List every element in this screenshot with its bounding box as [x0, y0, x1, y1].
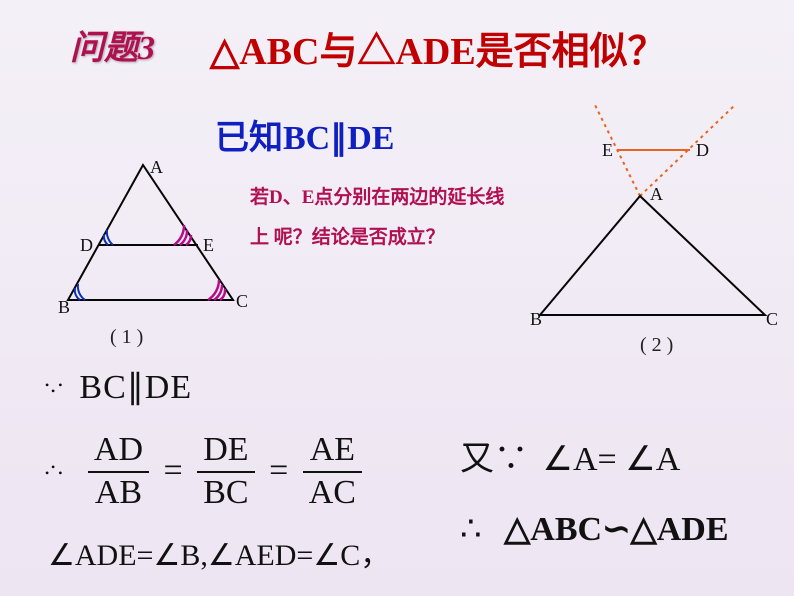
diagram-1: A D E B C: [58, 155, 248, 330]
given-text: 已知BC∥DE: [215, 110, 394, 159]
label-a2: A: [650, 184, 663, 204]
proof-conclusion: ∴ △ABC∽△ADE: [460, 510, 729, 551]
label-a: A: [150, 157, 163, 177]
problem-label: 问题3: [70, 20, 155, 69]
label-c: C: [236, 291, 248, 311]
label-d2: D: [696, 140, 709, 160]
label-c2: C: [766, 309, 778, 329]
triangle-abc: [68, 165, 233, 300]
num-ad: AD: [88, 430, 149, 473]
den-bc: BC: [197, 473, 254, 514]
angle-a-eq: ∠A= ∠A: [543, 441, 681, 478]
therefore-sym: ∴: [460, 511, 482, 548]
diagram-2-svg: A E D B C: [530, 100, 780, 330]
triangle-abc-2: [540, 196, 765, 315]
eq1: =: [158, 451, 189, 492]
label-d: D: [80, 235, 93, 255]
label-b2: B: [530, 309, 542, 329]
proof-bc-de: BC∥DE: [79, 369, 192, 406]
subquestion-line2: 呢？结论是否成立？: [274, 227, 445, 248]
diagram-1-svg: A D E B C: [58, 155, 248, 325]
label-e: E: [203, 235, 214, 255]
frac-de-bc: DE BC: [197, 430, 254, 514]
diagram-1-caption: ( 1 ): [110, 326, 143, 349]
angle-b-arc2: [78, 284, 85, 300]
num-ae: AE: [303, 430, 362, 473]
diagram-2-caption: ( 2 ): [640, 334, 673, 357]
proof-also: 又∵ ∠A= ∠A: [460, 440, 680, 481]
label-e2: E: [602, 140, 613, 160]
given-prefix: 已知: [215, 120, 283, 157]
label-b: B: [58, 297, 70, 317]
proof-line1-real: • • •BC∥DE: [45, 368, 192, 409]
angle-d-arc2: [107, 230, 113, 245]
den-ac: AC: [303, 473, 362, 514]
also-text: 又∵: [460, 441, 528, 478]
given-relation: BC∥DE: [283, 120, 394, 157]
den-ab: AB: [88, 473, 149, 514]
subquestion: 若D、E点分别在两边的延长线上 呢？结论是否成立？: [250, 178, 510, 258]
frac-ad-ab: AD AB: [88, 430, 149, 514]
proof-ratios: •• • AD AB = DE BC = AE AC: [45, 430, 362, 514]
proof-angles: ∠ADE=∠B,∠AED=∠C，: [48, 538, 390, 574]
eq2: =: [263, 451, 294, 492]
frac-ae-ac: AE AC: [303, 430, 362, 514]
similar-text: △ABC∽△ADE: [504, 511, 728, 548]
diagram-2: A E D B C: [530, 100, 780, 335]
num-de: DE: [197, 430, 254, 473]
page-title: △ABC与△ADE是否相似？: [210, 20, 666, 75]
